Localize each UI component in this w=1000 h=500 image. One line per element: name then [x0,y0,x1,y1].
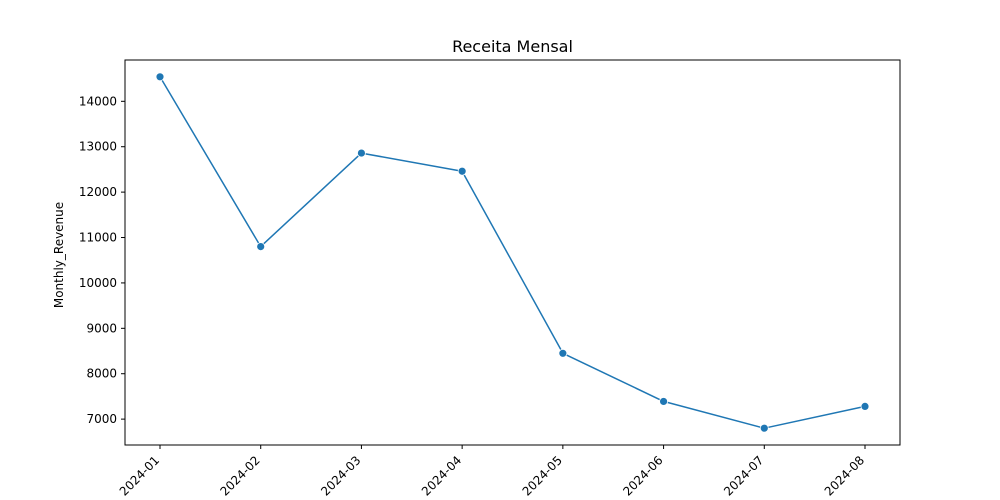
y-tick-label: 9000 [86,321,117,335]
y-tick-label: 11000 [79,231,117,245]
x-axis: 2024-01 2024-02 2024-03 2024-04 2024-05 2024-… [117,445,867,499]
plot-series [155,72,870,433]
y-axis: 7000 8000 9000 10000 11000 12000 13000 14000 [79,94,125,426]
y-tick-label: 7000 [86,412,117,426]
data-point [357,148,366,158]
data-point [155,72,165,82]
data-point [558,348,568,358]
data-point [759,423,769,433]
x-tick-label: 2024-06 [620,453,665,498]
y-axis-title: Monthly_Revenue [52,202,66,308]
y-tick-label: 12000 [79,185,117,199]
y-tick-label: 8000 [86,367,117,381]
x-tick-label: 2024-03 [318,453,363,498]
x-tick-label: 2024-05 [520,453,565,498]
x-tick-label: 2024-02 [217,453,262,498]
chart-title: Receita Mensal [452,37,573,56]
x-tick-label: 2024-04 [419,453,464,498]
x-tick-label: 2024-01 [117,453,162,498]
x-tick-label: 2024-07 [721,453,766,498]
data-point [860,402,870,411]
y-tick-label: 13000 [79,140,117,154]
data-point [457,166,467,176]
data-point [256,242,266,251]
series-line [159,76,866,429]
y-tick-label: 10000 [79,276,117,290]
y-tick-label: 14000 [79,94,117,108]
x-tick-label: 2024-08 [822,453,867,498]
data-point [659,397,668,406]
plot-frame [124,59,901,446]
